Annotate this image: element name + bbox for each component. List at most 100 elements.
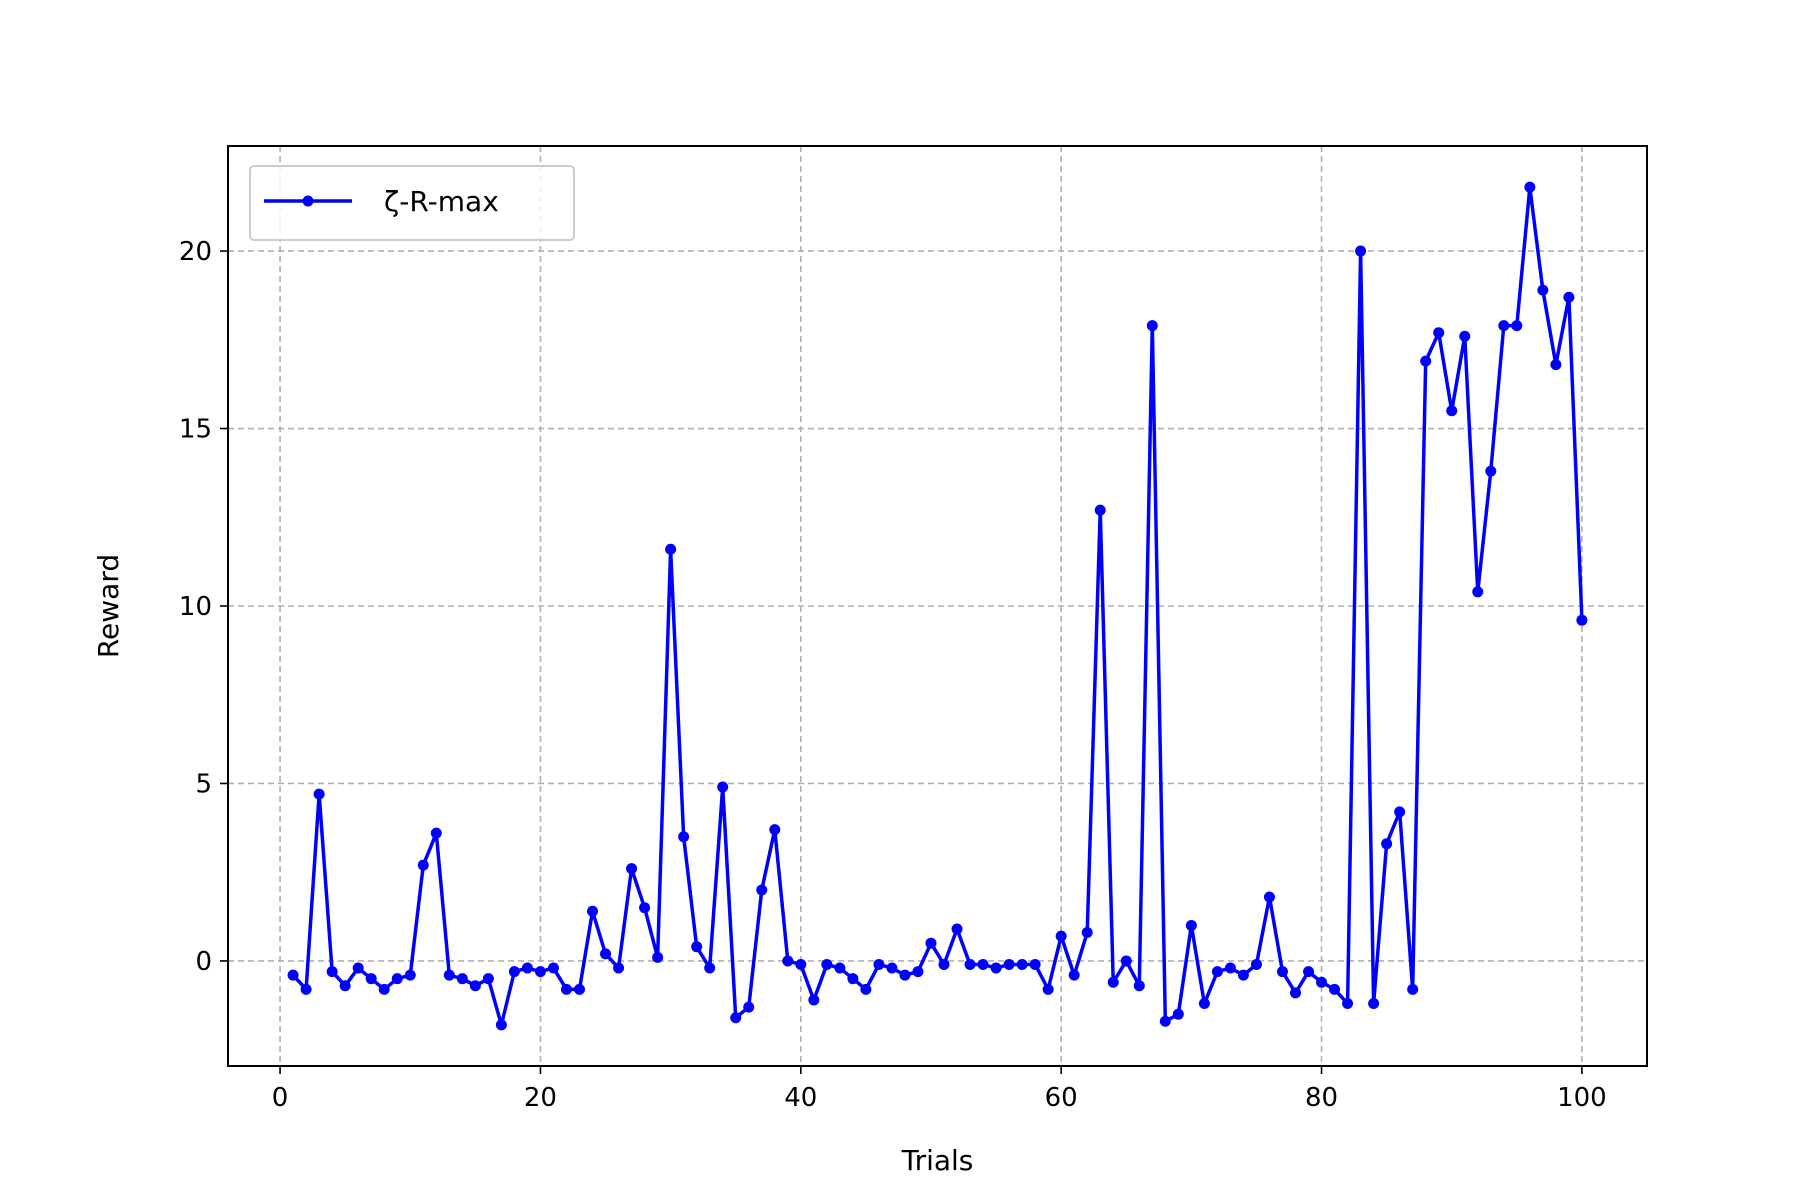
data-point — [1120, 955, 1132, 967]
data-point — [717, 781, 729, 793]
data-point — [1237, 969, 1249, 981]
x-axis-title: Trials — [901, 1144, 974, 1177]
data-point — [1133, 980, 1145, 992]
y-tick-label: 10 — [179, 592, 212, 622]
x-tick-label: 60 — [1045, 1083, 1078, 1113]
data-point — [1159, 1015, 1171, 1027]
data-point — [652, 951, 664, 963]
data-point — [352, 962, 364, 974]
data-point — [1016, 958, 1028, 970]
data-point — [300, 983, 312, 995]
data-point — [925, 937, 937, 949]
x-tick-label: 20 — [524, 1083, 557, 1113]
data-point — [443, 969, 455, 981]
data-point — [691, 941, 703, 953]
data-point — [626, 863, 638, 875]
data-point — [1511, 320, 1523, 332]
data-point — [1224, 962, 1236, 974]
data-point — [1563, 291, 1575, 303]
data-point — [391, 973, 403, 985]
data-point — [1211, 966, 1223, 978]
data-point — [743, 1001, 755, 1013]
x-tick-label: 80 — [1305, 1083, 1338, 1113]
grid-lines — [228, 146, 1647, 1066]
data-point — [951, 923, 963, 935]
data-point — [313, 788, 325, 800]
data-point — [1303, 966, 1315, 978]
series-layer — [287, 181, 1588, 1031]
data-point — [990, 962, 1002, 974]
data-point — [1420, 355, 1432, 367]
data-point — [1394, 806, 1406, 818]
data-point — [756, 884, 768, 896]
data-point — [1576, 614, 1588, 626]
data-point — [600, 948, 612, 960]
data-point — [847, 973, 859, 985]
data-point — [873, 958, 885, 970]
data-point — [1068, 969, 1080, 981]
data-point — [547, 962, 559, 974]
data-point — [1472, 586, 1484, 598]
data-point — [1042, 983, 1054, 995]
data-point — [365, 973, 377, 985]
data-point — [1081, 927, 1093, 939]
data-point — [899, 969, 911, 981]
data-point — [834, 962, 846, 974]
data-point — [1368, 998, 1380, 1010]
data-point — [639, 902, 651, 914]
data-point — [1198, 998, 1210, 1010]
data-point — [495, 1019, 507, 1031]
data-point — [964, 958, 976, 970]
data-point — [938, 958, 950, 970]
data-point — [1146, 320, 1158, 332]
data-point — [1316, 976, 1328, 988]
data-point — [704, 962, 716, 974]
data-point — [821, 958, 833, 970]
legend-series-marker — [302, 195, 314, 207]
data-point — [326, 966, 338, 978]
data-point — [1107, 976, 1119, 988]
legend-box — [249, 165, 575, 241]
y-tick-label: 20 — [179, 237, 212, 267]
y-axis-title: Reward — [92, 554, 125, 658]
data-point — [795, 958, 807, 970]
data-point — [482, 973, 494, 985]
data-point — [456, 973, 468, 985]
data-point — [1498, 320, 1510, 332]
data-point — [808, 994, 820, 1006]
data-point — [1094, 504, 1106, 516]
data-point — [1185, 919, 1197, 931]
data-point — [417, 859, 429, 871]
data-point — [378, 983, 390, 995]
x-tick-label: 40 — [784, 1083, 817, 1113]
data-point — [1276, 966, 1288, 978]
data-point — [1172, 1008, 1184, 1020]
y-tick-label: 5 — [195, 769, 212, 799]
x-tick-label: 100 — [1557, 1083, 1607, 1113]
y-tick-label: 0 — [195, 947, 212, 977]
axis-ticks: 0 20 40 60 80 100 0 5 10 15 20 — [179, 237, 1607, 1113]
data-point — [587, 905, 599, 917]
data-point — [573, 983, 585, 995]
data-point — [678, 831, 690, 843]
data-point — [1329, 983, 1341, 995]
data-point — [912, 966, 924, 978]
data-point — [886, 962, 898, 974]
data-point — [1263, 891, 1275, 903]
data-point — [1537, 284, 1549, 296]
data-point — [560, 983, 572, 995]
data-point — [769, 824, 781, 836]
data-point — [508, 966, 520, 978]
data-point — [1290, 987, 1302, 999]
data-point — [1550, 359, 1562, 371]
data-point — [1433, 327, 1445, 339]
data-point — [287, 969, 299, 981]
data-point — [430, 827, 442, 839]
data-point — [613, 962, 625, 974]
data-point — [1459, 330, 1471, 342]
data-point — [1355, 245, 1367, 257]
data-point — [1003, 958, 1015, 970]
legend-series-label: ζ-R-max — [384, 185, 499, 218]
data-point — [1407, 983, 1419, 995]
